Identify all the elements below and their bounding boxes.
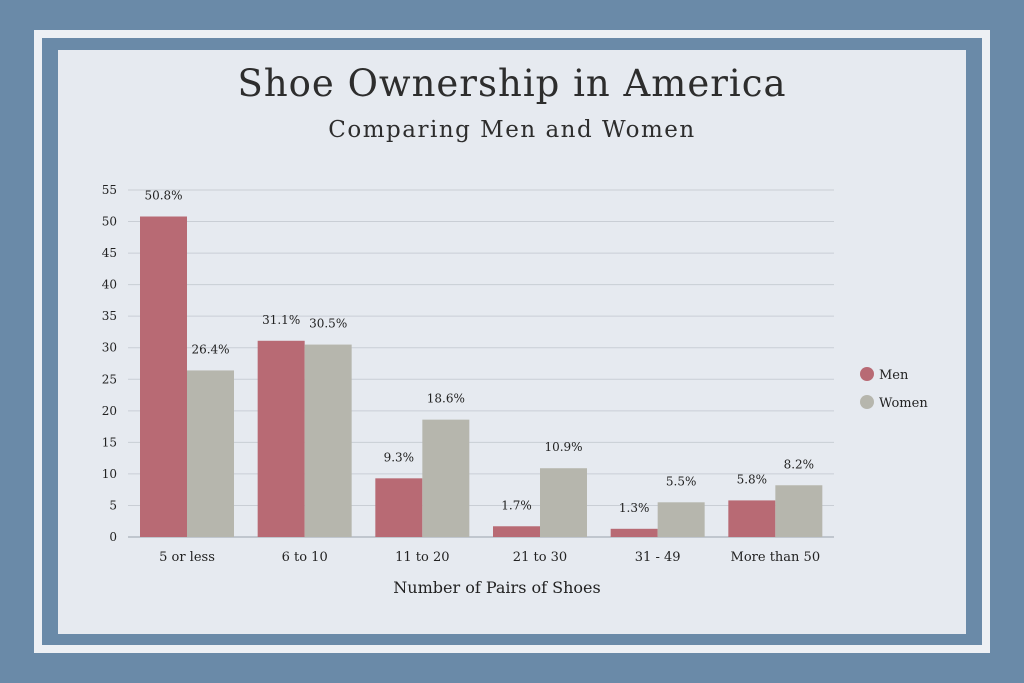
bar-women <box>540 468 587 537</box>
bar-women <box>422 419 470 537</box>
y-tick-label: 5 <box>109 498 117 512</box>
legend-swatch-men <box>860 367 874 381</box>
bar-men <box>375 478 423 537</box>
chart-subtitle: Comparing Men and Women <box>328 117 696 143</box>
data-label: 50.8% <box>144 188 182 202</box>
bar-women <box>657 502 705 537</box>
data-label: 1.3% <box>619 501 650 515</box>
data-label: 9.3% <box>384 450 415 464</box>
y-tick-label: 50 <box>102 215 117 229</box>
data-label: 5.8% <box>737 472 768 486</box>
y-tick-label: 55 <box>102 183 117 197</box>
bar-women <box>304 344 352 537</box>
y-tick-label: 45 <box>102 246 117 260</box>
bar-women <box>187 370 234 537</box>
y-tick-label: 40 <box>102 278 117 292</box>
data-label: 5.5% <box>666 474 697 488</box>
legend-swatch-women <box>860 395 874 409</box>
x-tick-label: 11 to 20 <box>395 550 449 565</box>
bar-men <box>493 526 540 537</box>
x-tick-label: More than 50 <box>731 550 821 565</box>
legend-label-women: Women <box>879 396 928 411</box>
y-tick-label: 15 <box>102 435 117 449</box>
y-tick-label: 0 <box>109 530 117 544</box>
bar-women <box>775 485 823 537</box>
chart-title: Shoe Ownership in America <box>237 62 787 105</box>
bar-men <box>610 528 658 537</box>
data-label: 8.2% <box>784 457 815 471</box>
data-label: 30.5% <box>309 317 347 331</box>
bar-men <box>257 340 305 537</box>
data-label: 18.6% <box>427 392 465 406</box>
legend-label-men: Men <box>879 368 909 383</box>
y-tick-label: 30 <box>102 341 117 355</box>
data-label: 31.1% <box>262 313 300 327</box>
bar-men <box>728 500 776 537</box>
x-tick-label: 5 or less <box>159 550 215 565</box>
x-tick-label: 31 - 49 <box>635 550 681 565</box>
y-tick-label: 25 <box>102 372 117 386</box>
y-tick-label: 10 <box>102 467 117 481</box>
y-tick-label: 20 <box>102 404 117 418</box>
data-label: 26.4% <box>191 342 229 356</box>
x-tick-label: 6 to 10 <box>282 550 328 565</box>
bar-men <box>140 216 187 538</box>
x-tick-label: 21 to 30 <box>513 550 567 565</box>
data-label: 10.9% <box>544 440 582 454</box>
x-axis-title: Number of Pairs of Shoes <box>393 578 600 597</box>
data-label: 1.7% <box>501 498 532 512</box>
y-tick-label: 35 <box>102 309 117 323</box>
